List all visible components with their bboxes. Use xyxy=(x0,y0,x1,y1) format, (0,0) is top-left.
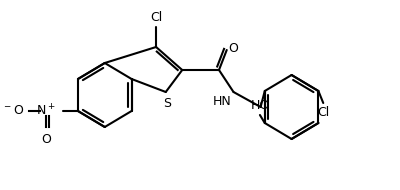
Text: HN: HN xyxy=(213,95,232,108)
Text: O: O xyxy=(229,41,238,55)
Text: O: O xyxy=(41,133,51,146)
Text: $^-$O: $^-$O xyxy=(2,105,25,117)
Text: Cl: Cl xyxy=(150,11,162,24)
Text: HO: HO xyxy=(250,99,270,112)
Text: N$^+$: N$^+$ xyxy=(36,103,56,119)
Text: Cl: Cl xyxy=(317,106,329,119)
Text: S: S xyxy=(163,97,171,110)
